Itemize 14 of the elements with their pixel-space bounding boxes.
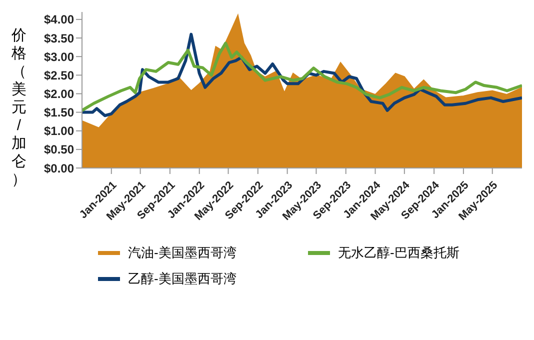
y-tick-label: $0.50 xyxy=(44,142,74,157)
y-tick-label: $1.50 xyxy=(44,106,74,120)
legend-label: 乙醇-美国墨西哥湾 xyxy=(128,270,236,288)
y-tick-label: $3.00 xyxy=(44,50,74,64)
y-tick-label: $4.00 xyxy=(44,12,74,27)
legend-label: 汽油-美国墨西哥湾 xyxy=(128,244,236,262)
y-tick-label: $2.50 xyxy=(44,68,74,82)
line-series xyxy=(82,42,522,112)
legend-label: 无水乙醇-巴西桑托斯 xyxy=(338,244,460,262)
text: 价格（美元/加仑） xyxy=(12,27,26,188)
y-tick-label: $2.00 xyxy=(44,86,74,101)
y-tick-label: $1.00 xyxy=(44,124,74,138)
y-tick-label: $3.50 xyxy=(44,31,74,46)
y-tick-label: $0.00 xyxy=(44,161,74,176)
